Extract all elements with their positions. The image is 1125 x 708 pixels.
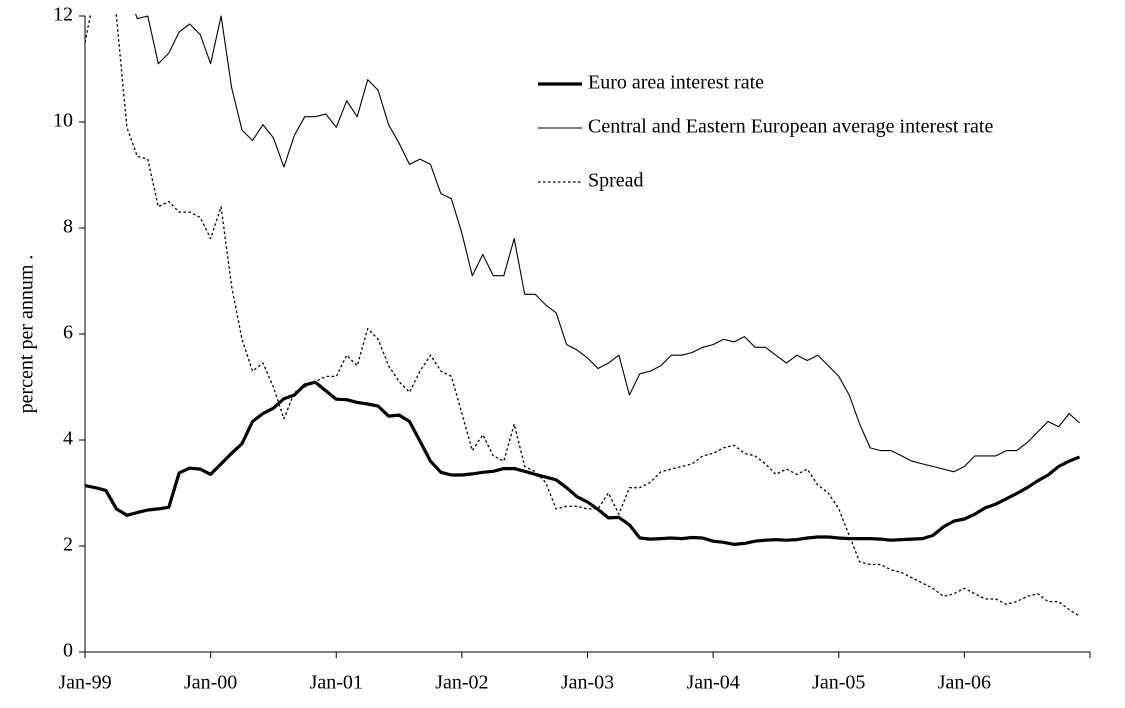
legend-label: Central and Eastern European average int… xyxy=(588,116,993,138)
plot-area xyxy=(84,14,1081,617)
y-tick-label: 4 xyxy=(63,428,73,450)
y-tick-label: 6 xyxy=(63,322,73,344)
y-tick-label: 0 xyxy=(63,640,73,662)
x-tick-label: Jan-99 xyxy=(58,672,111,694)
x-tick-label: Jan-05 xyxy=(812,672,865,694)
x-tick-label: Jan-00 xyxy=(184,672,237,694)
x-tick-label: Jan-01 xyxy=(310,672,363,694)
series-line xyxy=(84,380,1081,546)
x-tick-label: Jan-06 xyxy=(938,672,991,694)
y-tick-label: 12 xyxy=(53,4,73,26)
series-line xyxy=(135,14,1080,473)
y-axis-label: percent per annum . xyxy=(16,255,38,414)
legend-label: Euro area interest rate xyxy=(588,72,764,94)
y-tick-label: 8 xyxy=(63,216,73,238)
y-tick-label: 10 xyxy=(53,110,73,132)
y-tick-label: 2 xyxy=(63,534,73,556)
x-tick-label: Jan-04 xyxy=(686,672,739,694)
legend-label: Spread xyxy=(588,170,644,192)
series-line xyxy=(84,14,1080,617)
x-tick-label: Jan-03 xyxy=(561,672,614,694)
x-tick-label: Jan-02 xyxy=(435,672,488,694)
